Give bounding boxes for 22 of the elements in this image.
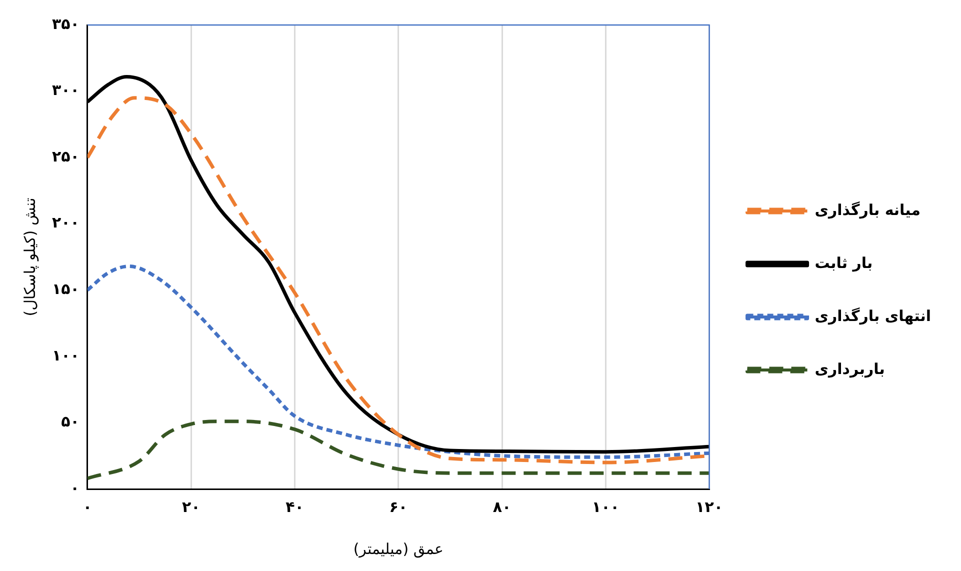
x-tick-label: ۰ (82, 498, 92, 516)
y-tick-label: ۳۰۰ (52, 81, 80, 100)
x-tick-label: ۱۲۰ (696, 498, 724, 516)
x-tick-label: ۶۰ (389, 498, 408, 516)
x-tick-label: ۸۰ (492, 498, 512, 516)
y-tick-label: ۱۵۰ (52, 280, 80, 298)
legend-label: انتهای بارگذاری (814, 306, 932, 325)
y-tick-label: ۵۰ (61, 412, 80, 431)
legend-label: میانه بارگذاری (814, 200, 921, 219)
x-tick-label: ۴۰ (286, 498, 304, 516)
y-tick-label: ۱۰۰ (52, 346, 80, 364)
y-tick-label: ۲۰۰ (52, 214, 80, 232)
y-tick-label: ۰ (70, 478, 80, 497)
y-tick-label: ۲۵۰ (52, 147, 80, 166)
legend-label: بار ثابت (814, 254, 873, 272)
x-tick-label: ۲۰ (182, 498, 200, 516)
x-tick-label: ۱۰۰ (592, 498, 620, 516)
y-axis-title: تنش (کیلو پاسکال) (20, 198, 39, 316)
y-tick-label: ۳۵۰ (52, 14, 80, 33)
legend-label: باربرداری (814, 360, 885, 378)
x-axis-title: عمق (میلیمتر) (353, 540, 444, 558)
line-series (87, 420, 710, 480)
